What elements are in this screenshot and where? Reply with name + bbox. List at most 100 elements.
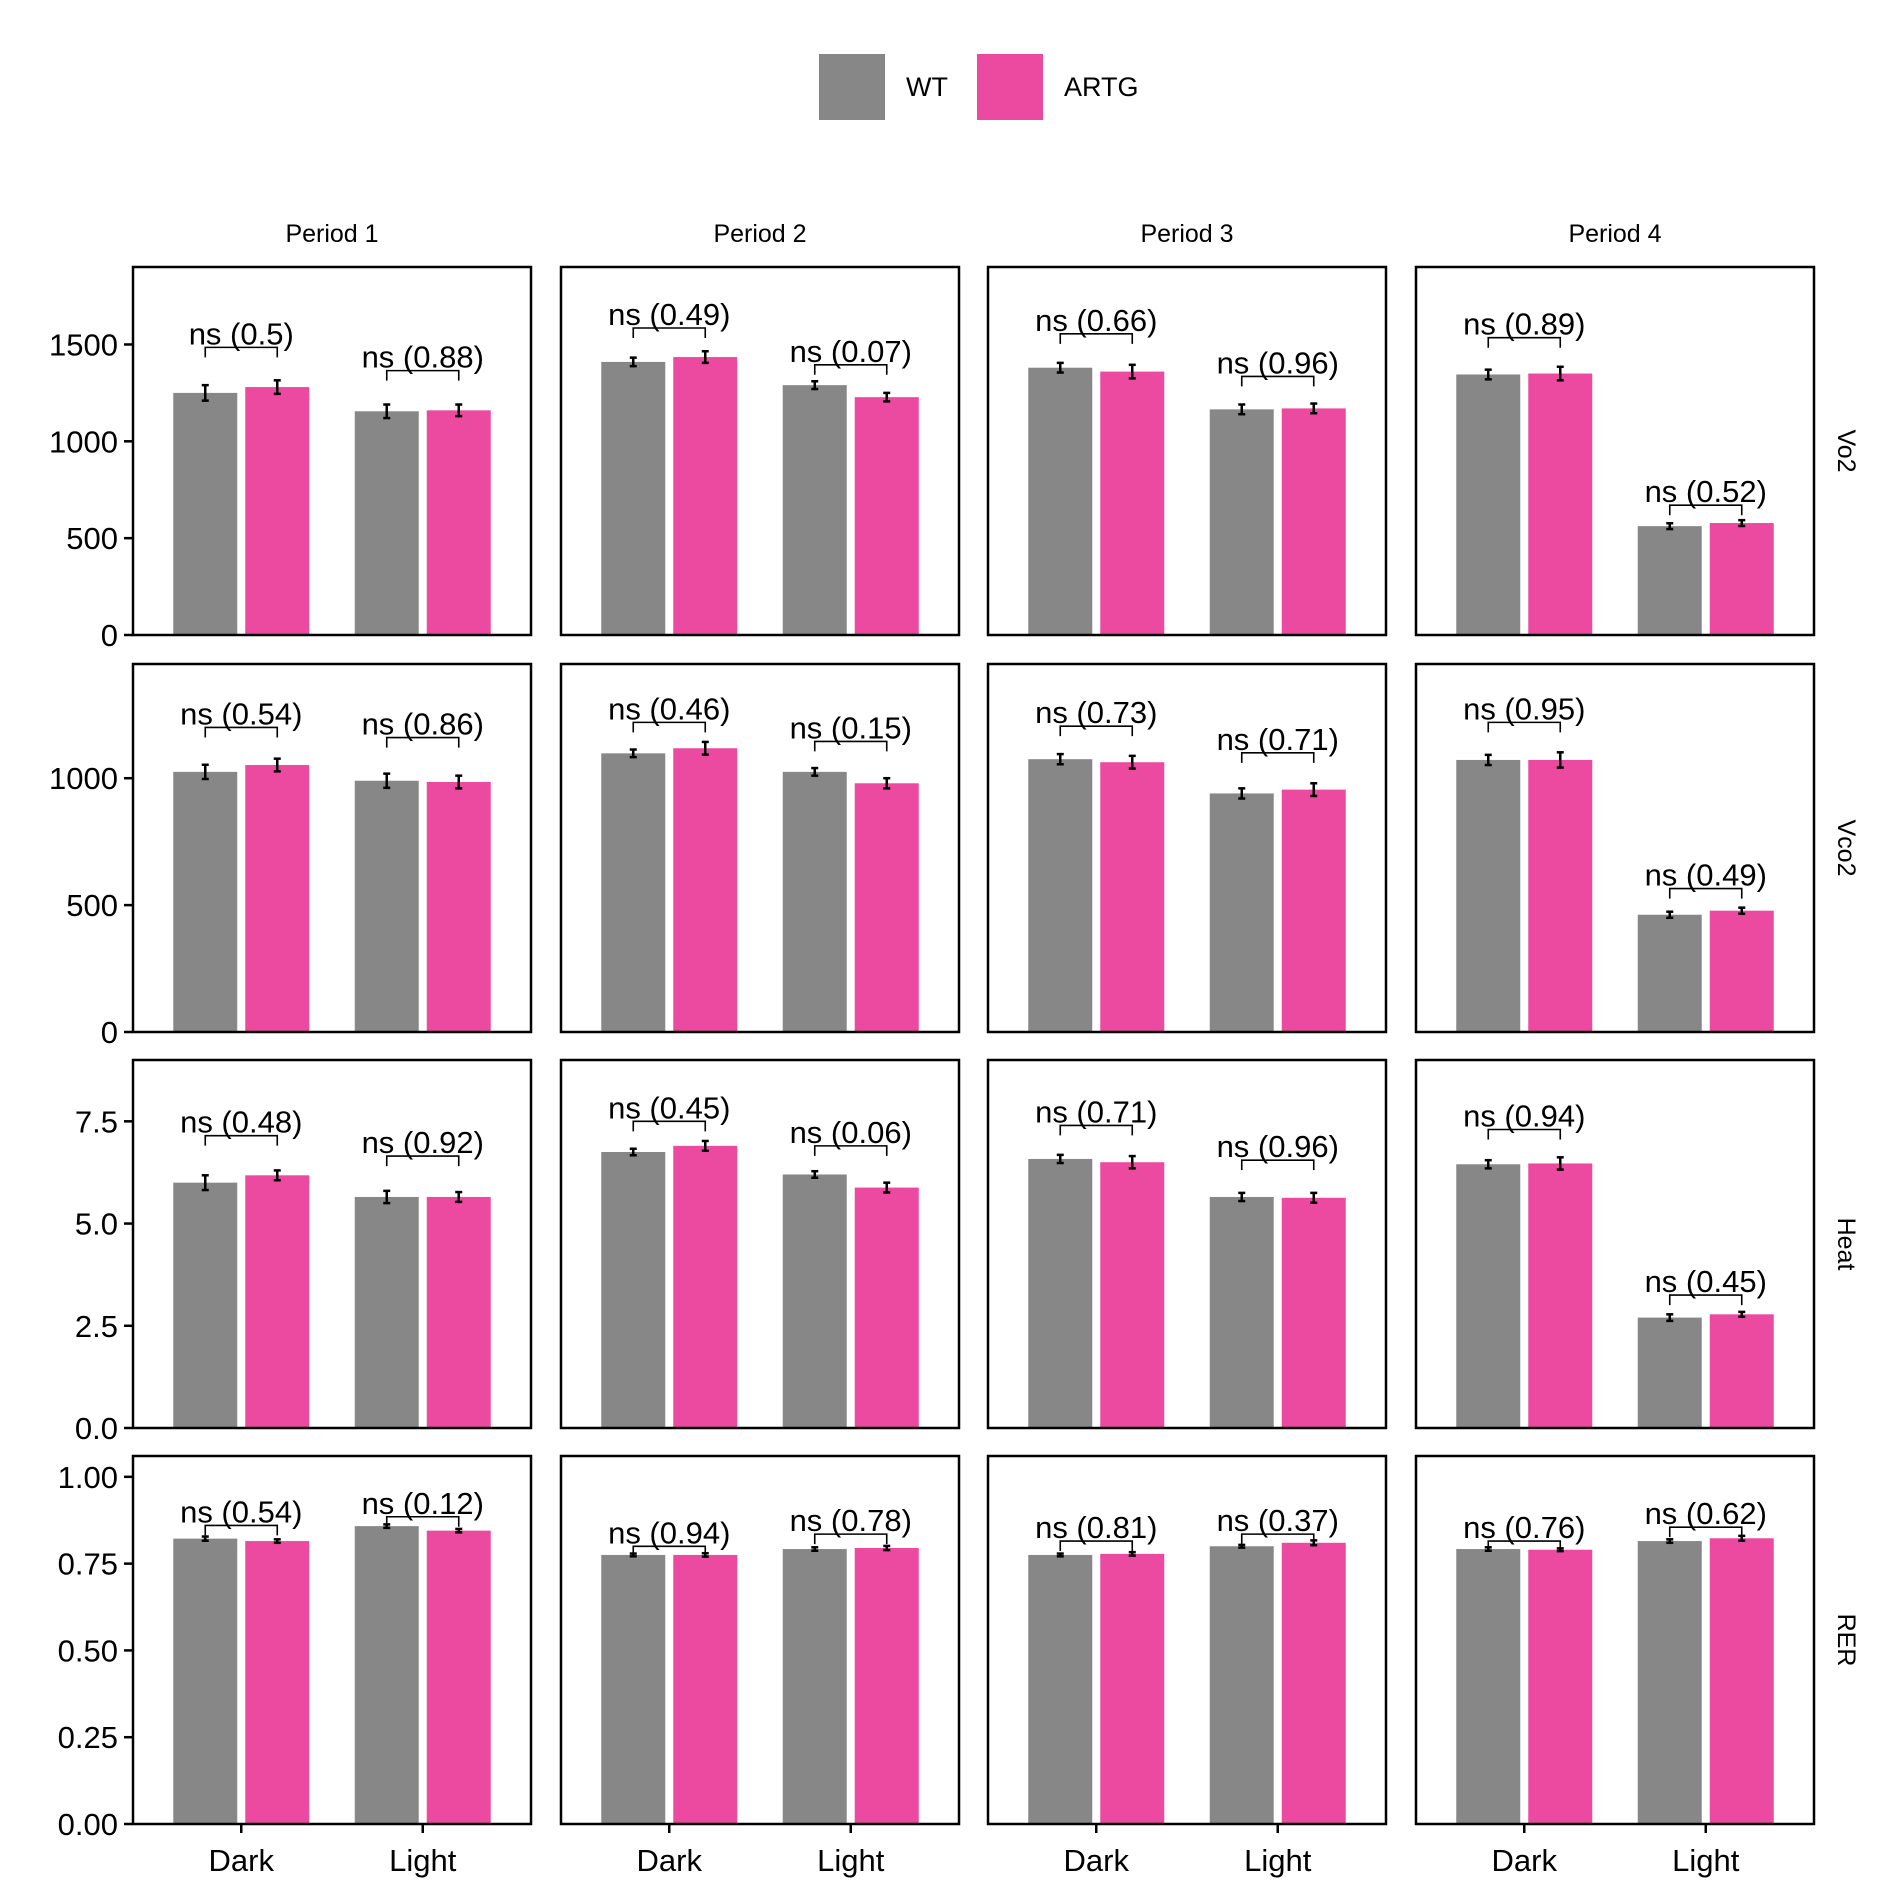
p-value-label-vo2-p3-dark: ns (0.66) — [1035, 303, 1157, 338]
significance-bracket-heat-p4-light — [1668, 1294, 1743, 1306]
error-bar-heat-p2-dark-artg — [701, 1139, 709, 1153]
error-bar-vco2-p1-dark-artg — [273, 757, 281, 773]
significance-bracket-vco2-p3-dark — [1059, 725, 1134, 737]
bar-vo2-p3-light-wt — [1209, 409, 1274, 635]
p-value-label-heat-p3-dark: ns (0.71) — [1035, 1094, 1157, 1129]
bar-heat-p3-light-wt — [1209, 1196, 1274, 1428]
significance-bracket-heat-p1-light — [385, 1155, 460, 1167]
panel-heat-1-border — [131, 1058, 533, 1430]
error-bar-vo2-p2-light-wt — [811, 380, 819, 391]
y-tick-label-vco2-0: 0 — [101, 1015, 118, 1050]
significance-bracket-rer-p3-light — [1240, 1533, 1315, 1545]
significance-bracket-rer-p1-dark — [204, 1524, 279, 1536]
error-bar-heat-p1-light-wt — [383, 1189, 391, 1205]
plot-area: Period 1 Period 2 Period 3 Period 4 0 500 1000… — [49, 220, 1860, 1878]
p-value-label-heat-p1-dark: ns (0.48) — [180, 1105, 302, 1140]
bar-vo2-p1-dark-wt — [173, 392, 238, 635]
significance-bracket-vco2-p4-light — [1668, 887, 1743, 899]
significance-bracket-vo2-p1-dark — [204, 346, 279, 358]
bar-vco2-p4-light-wt — [1637, 914, 1702, 1032]
panel-heat-4-border — [1414, 1058, 1816, 1430]
error-bar-heat-p1-light-artg — [455, 1190, 463, 1204]
strip-label-rer: RER — [1832, 1614, 1860, 1667]
significance-bracket-heat-p1-dark — [204, 1134, 279, 1146]
p-value-label-rer-p4-light: ns (0.62) — [1645, 1496, 1767, 1531]
panel-heat-3-border — [986, 1058, 1388, 1430]
y-tick-label-vo2-3: 1500 — [49, 327, 118, 362]
significance-bracket-rer-p1-light — [385, 1515, 460, 1527]
strip-label-period-3: Period 3 — [1140, 220, 1233, 248]
bar-vo2-p1-light-wt — [354, 411, 419, 635]
significance-bracket-vo2-p1-light — [385, 369, 460, 381]
panel-rer-2-border — [559, 1454, 961, 1826]
error-bar-vo2-p1-dark-wt — [201, 383, 209, 402]
error-bar-vco2-p4-dark-artg — [1556, 751, 1564, 769]
panel-vco2-2-border — [559, 662, 961, 1034]
p-value-label-rer-p3-light: ns (0.37) — [1217, 1503, 1339, 1538]
bar-heat-p1-light-wt — [354, 1196, 419, 1428]
p-value-label-heat-p2-light: ns (0.06) — [790, 1115, 912, 1150]
y-tick-label-vo2-1: 500 — [66, 521, 118, 556]
y-tick-label-rer-1: 0.25 — [58, 1720, 118, 1755]
bar-heat-p1-light-artg — [426, 1196, 491, 1428]
x-tick-label-p2-light: Light — [817, 1843, 885, 1878]
error-bar-vco2-p1-light-artg — [455, 774, 463, 790]
p-value-label-vo2-p4-light: ns (0.52) — [1645, 474, 1767, 509]
bar-vo2-p2-light-wt — [782, 385, 847, 635]
y-tick-label-rer-0: 0.00 — [58, 1807, 118, 1842]
bar-heat-p3-light-artg — [1281, 1197, 1346, 1428]
bar-rer-p4-dark-artg — [1528, 1549, 1593, 1824]
error-bar-rer-p1-dark-wt — [201, 1535, 209, 1542]
strip-label-vo2: Vo2 — [1832, 429, 1860, 472]
error-bar-vo2-p4-dark-wt — [1484, 368, 1492, 381]
y-tick-label-vo2-2: 1000 — [49, 424, 118, 459]
error-bar-rer-p1-light-artg — [455, 1527, 463, 1534]
error-bar-heat-p3-light-wt — [1238, 1191, 1246, 1203]
error-bar-heat-p2-dark-wt — [629, 1147, 637, 1157]
panel-rer-3-border — [986, 1454, 1388, 1826]
y-tick-label-rer-3: 0.75 — [58, 1547, 118, 1582]
error-bar-heat-p2-light-wt — [811, 1169, 819, 1180]
bar-vo2-p3-light-artg — [1281, 408, 1346, 635]
bar-heat-p3-dark-wt — [1028, 1158, 1093, 1428]
bar-vco2-p2-light-wt — [782, 771, 847, 1032]
y-tick-label-rer-4: 1.00 — [58, 1460, 118, 1495]
y-tick-label-vco2-1: 500 — [66, 888, 118, 923]
strip-label-period-1: Period 1 — [285, 220, 378, 248]
p-value-label-vo2-p1-light: ns (0.88) — [362, 340, 484, 375]
error-bar-rer-p1-dark-artg — [273, 1538, 281, 1545]
legend: WT ARTG — [819, 54, 1139, 120]
error-bar-vco2-p3-light-artg — [1310, 782, 1318, 798]
bar-rer-p4-dark-wt — [1456, 1549, 1521, 1824]
error-bar-vo2-p2-dark-artg — [701, 350, 709, 365]
error-bar-rer-p3-dark-artg — [1128, 1550, 1136, 1557]
error-bar-vco2-p1-light-wt — [383, 772, 391, 790]
error-bar-rer-p4-light-wt — [1666, 1538, 1674, 1545]
bar-rer-p2-dark-wt — [601, 1554, 666, 1824]
significance-bracket-heat-p3-dark — [1059, 1124, 1134, 1136]
bar-vo2-p4-dark-wt — [1456, 374, 1521, 635]
x-tick-label-p4-dark: Dark — [1492, 1843, 1558, 1878]
significance-bracket-vo2-p3-light — [1240, 375, 1315, 387]
y-tick-label-vo2-0: 0 — [101, 618, 118, 653]
legend-label-artg: ARTG — [1064, 72, 1139, 102]
panel-vco2-1-border — [131, 662, 533, 1034]
error-bar-rer-p2-light-wt — [811, 1546, 819, 1553]
bar-vco2-p2-light-artg — [854, 783, 919, 1032]
bar-vco2-p3-dark-artg — [1100, 762, 1165, 1032]
error-bar-heat-p4-light-artg — [1738, 1310, 1746, 1319]
x-tick-label-p3-light: Light — [1244, 1843, 1312, 1878]
error-bar-heat-p3-dark-artg — [1128, 1154, 1136, 1170]
p-value-label-vo2-p4-dark: ns (0.89) — [1463, 307, 1585, 342]
p-value-label-rer-p1-light: ns (0.12) — [362, 1486, 484, 1521]
error-bar-vo2-p3-light-artg — [1310, 402, 1318, 415]
error-bar-vo2-p2-dark-wt — [629, 356, 637, 368]
error-bar-vco2-p4-light-wt — [1666, 910, 1674, 920]
error-bar-vo2-p1-dark-artg — [273, 379, 281, 396]
p-value-label-vo2-p3-light: ns (0.96) — [1217, 345, 1339, 380]
bar-rer-p2-light-artg — [854, 1548, 919, 1824]
significance-bracket-vco2-p2-light — [813, 740, 888, 752]
significance-bracket-vo2-p2-light — [813, 364, 888, 375]
bar-vo2-p2-light-artg — [854, 397, 919, 635]
